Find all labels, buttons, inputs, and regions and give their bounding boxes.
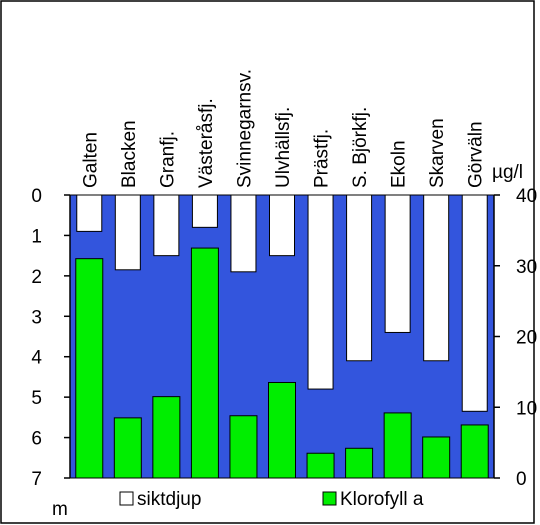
right-axis-tick-label: 0 — [516, 469, 527, 490]
left-axis-tick-label: 0 — [31, 186, 42, 207]
left-axis-tick-label: 4 — [31, 348, 42, 369]
category-label: Västeråsfj. — [196, 98, 217, 188]
klorofyll-bar — [345, 447, 374, 479]
category-label: Prästfj. — [312, 129, 333, 188]
klorofyll-bar — [152, 396, 181, 479]
klorofyll-bar — [113, 417, 142, 479]
right-axis-unit-label: µg/l — [492, 162, 523, 183]
left-axis-tick-label: 6 — [31, 429, 42, 450]
klorofyll-bar — [229, 415, 258, 479]
legend: siktdjup Klorofyll a — [119, 489, 424, 510]
klorofyll-bar — [190, 247, 219, 479]
siktdjup-bar — [153, 194, 180, 257]
category-label: Görväln — [466, 121, 487, 188]
klorofyll-bar — [75, 258, 104, 479]
category-label: Ulvhällsfj. — [273, 107, 294, 188]
left-axis-tick-label: 1 — [31, 226, 42, 247]
siktdjup-bar — [384, 194, 411, 333]
legend-swatch-klorofyll — [322, 491, 337, 506]
legend-label-klorofyll: Klorofyll a — [340, 489, 424, 510]
siktdjup-bar — [269, 194, 295, 257]
klorofyll-bar — [306, 452, 335, 479]
category-label: Granfj. — [157, 131, 178, 188]
siktdjup-bar — [461, 194, 488, 412]
legend-label-siktdjup: siktdjup — [137, 489, 201, 510]
klorofyll-bar — [460, 424, 489, 479]
klorofyll-bar — [268, 381, 296, 479]
category-label: Blacken — [119, 120, 140, 188]
klorofyll-bar — [383, 412, 412, 479]
left-axis-unit-label: m — [52, 499, 68, 520]
left-axis-tick-label: 5 — [31, 388, 42, 409]
category-label: S. Björkfj. — [350, 107, 371, 188]
siktdjup-bar — [307, 194, 334, 390]
legend-swatch-siktdjup — [119, 491, 134, 506]
siktdjup-bar — [76, 194, 103, 232]
siktdjup-bar — [346, 194, 373, 362]
left-axis-tick-label: 7 — [31, 469, 42, 490]
siktdjup-bar — [230, 194, 257, 273]
right-axis-tick-label: 20 — [516, 328, 537, 349]
right-axis-tick-label: 40 — [516, 186, 537, 207]
category-label: Skarven — [427, 118, 448, 188]
siktdjup-bar — [114, 194, 141, 271]
left-axis-tick-label: 3 — [31, 307, 42, 328]
category-label: Ekoln — [389, 140, 410, 188]
klorofyll-bar — [422, 436, 451, 479]
category-label: Svinnegarnsv. — [234, 69, 255, 188]
siktdjup-bar — [423, 194, 450, 362]
siktdjup-bar — [191, 194, 218, 228]
right-axis-tick-label: 30 — [516, 257, 537, 278]
left-axis-tick-label: 2 — [31, 267, 42, 288]
right-axis-tick-label: 10 — [516, 398, 537, 419]
category-label: Galten — [80, 132, 101, 188]
